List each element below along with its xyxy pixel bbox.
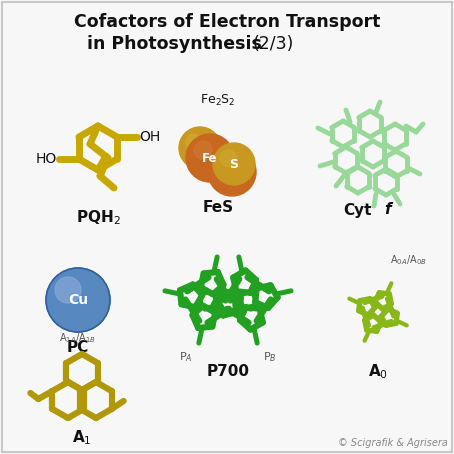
Text: A$_{1A}$/A$_{1B}$: A$_{1A}$/A$_{1B}$ <box>59 331 95 345</box>
Text: P700: P700 <box>207 365 250 380</box>
Text: FeS: FeS <box>202 199 233 214</box>
Text: P$_B$: P$_B$ <box>263 350 277 364</box>
Text: © Scigrafik & Agrisera: © Scigrafik & Agrisera <box>338 438 448 448</box>
Text: Fe: Fe <box>202 152 218 164</box>
Text: A$_0$: A$_0$ <box>368 363 388 381</box>
Circle shape <box>194 141 212 159</box>
Text: PQH$_2$: PQH$_2$ <box>76 209 120 227</box>
Circle shape <box>220 150 236 166</box>
Text: f: f <box>385 202 391 217</box>
Text: OH: OH <box>139 130 160 144</box>
Text: PC: PC <box>67 340 89 355</box>
Text: A$_1$: A$_1$ <box>72 429 92 447</box>
Text: A$_{0A}$/A$_{0B}$: A$_{0A}$/A$_{0B}$ <box>390 253 426 267</box>
Circle shape <box>186 134 202 150</box>
Circle shape <box>179 127 221 169</box>
Circle shape <box>213 143 255 185</box>
Circle shape <box>186 134 234 182</box>
Text: in Photosynthesis: in Photosynthesis <box>87 35 262 53</box>
Text: Fe$_2$S$_2$: Fe$_2$S$_2$ <box>200 93 236 108</box>
Text: S: S <box>230 158 238 171</box>
Text: Cu: Cu <box>68 293 88 307</box>
Text: Cofactors of Electron Transport: Cofactors of Electron Transport <box>74 13 380 31</box>
Text: Cyt: Cyt <box>344 202 372 217</box>
Text: HO: HO <box>36 152 57 166</box>
Circle shape <box>217 157 235 175</box>
Circle shape <box>208 148 256 196</box>
Text: P$_A$: P$_A$ <box>179 350 193 364</box>
Circle shape <box>55 277 81 303</box>
Circle shape <box>46 268 110 332</box>
Text: (2/3): (2/3) <box>252 35 294 53</box>
